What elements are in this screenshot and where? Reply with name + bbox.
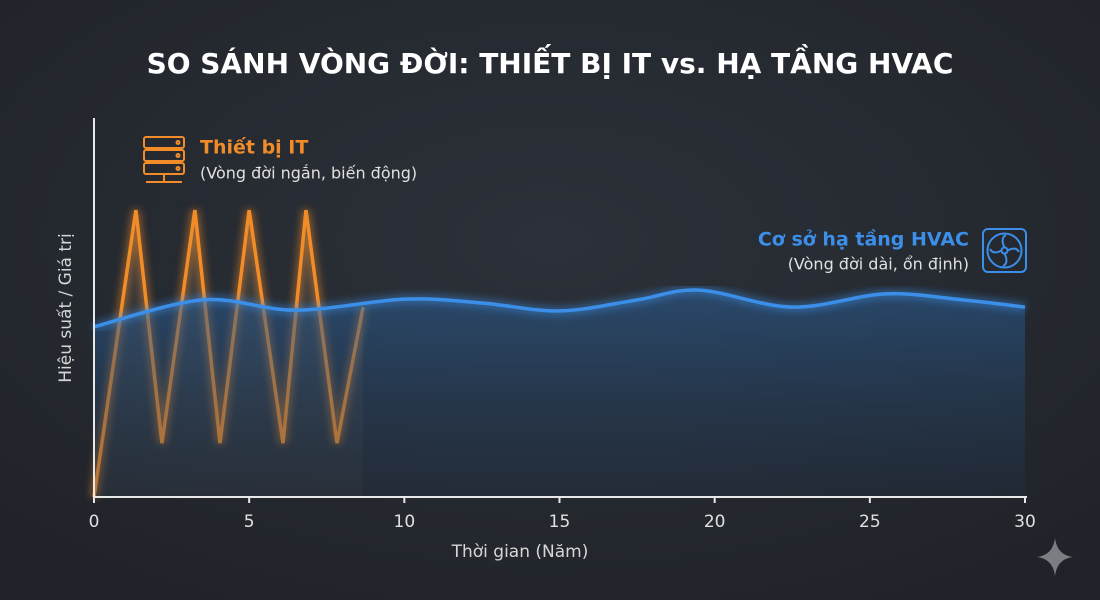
chart-title: SO SÁNH VÒNG ĐỜI: THIẾT BỊ IT vs. HẠ TẦN… [147, 43, 954, 80]
x-tick-label: 5 [244, 512, 255, 532]
series-label: Thiết bị IT [200, 136, 308, 159]
fan-icon [982, 228, 1027, 273]
annotation: (Vòng đời dài, ổn định) [788, 255, 969, 274]
line [93, 288, 1026, 329]
x-axis-label: Thời gian (Năm) [451, 542, 589, 562]
y-axis-label: Hiệu suất / Giá trị [55, 233, 76, 383]
area [94, 289, 1025, 497]
annotation: (Vòng đời ngắn, biến động) [200, 164, 417, 183]
x-tick-label: 15 [549, 512, 571, 532]
x-tick-label: 10 [394, 512, 416, 532]
sparkle-icon [1037, 538, 1073, 576]
x-tick-label: 25 [859, 512, 881, 532]
x-tick-label: 30 [1014, 512, 1036, 532]
plot-area [90, 209, 1026, 498]
x-tick-label: 0 [89, 512, 100, 532]
x-tick-label: 20 [704, 512, 726, 532]
series-label: Cơ sở hạ tầng HVAC [758, 228, 969, 251]
server-icon [143, 136, 185, 183]
